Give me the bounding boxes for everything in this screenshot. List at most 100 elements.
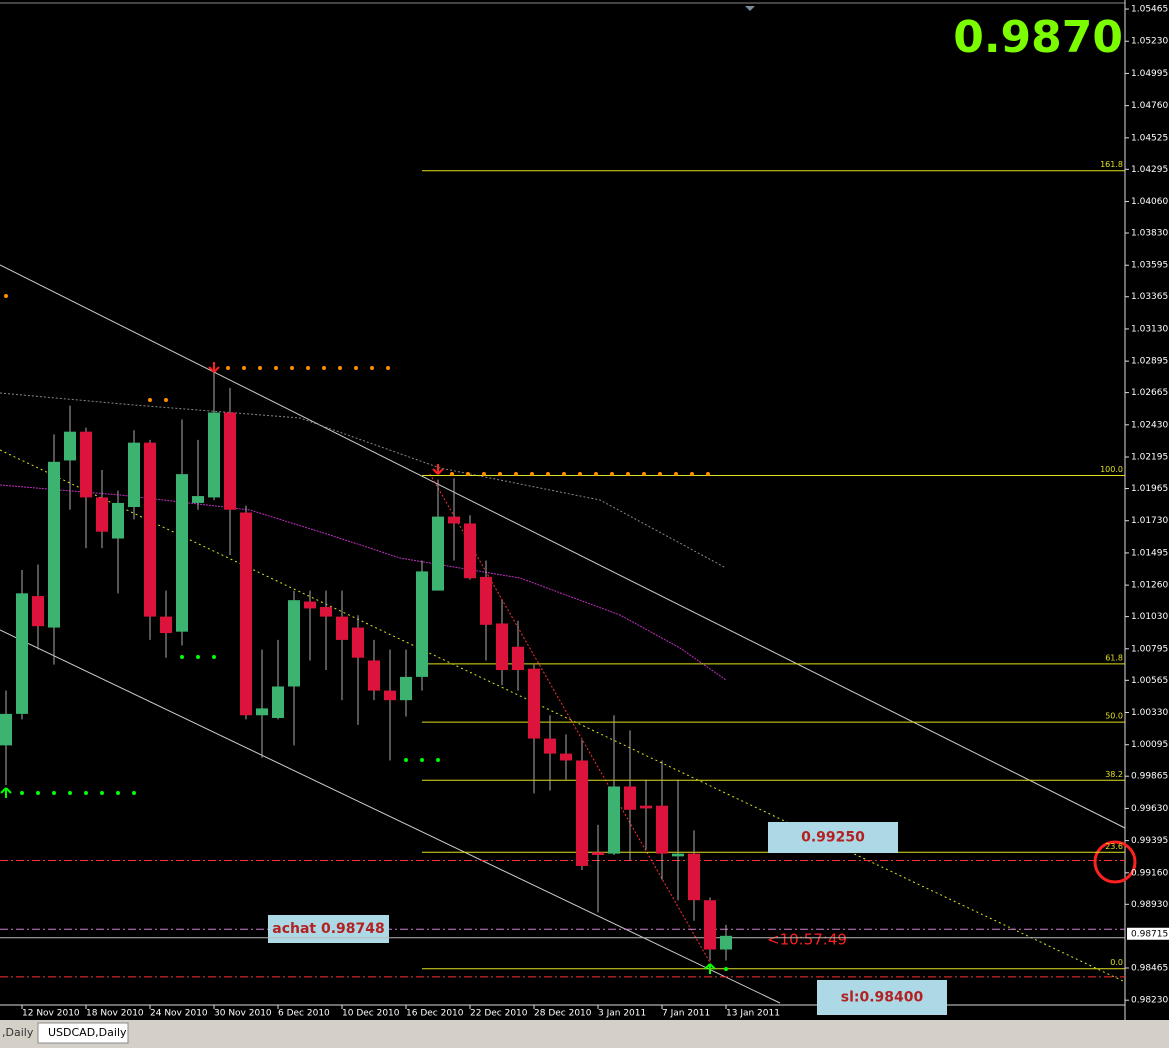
candle-body xyxy=(64,431,76,461)
y-tick-label: 0.99395 xyxy=(1131,836,1168,846)
tab-label[interactable]: USDCAD,Daily xyxy=(48,1026,127,1039)
candle-body xyxy=(640,805,652,809)
indicator-dot xyxy=(578,472,582,476)
candle-body xyxy=(496,623,508,671)
indicator-dot xyxy=(68,791,72,795)
y-tick-label: 0.98230 xyxy=(1131,996,1168,1006)
candle-body xyxy=(576,760,588,866)
x-tick-label: 24 Nov 2010 xyxy=(150,1009,208,1019)
candle-body xyxy=(704,900,716,950)
x-tick-label: 16 Dec 2010 xyxy=(406,1009,464,1019)
x-tick-label: 7 Jan 2011 xyxy=(662,1009,710,1019)
indicator-dot xyxy=(164,398,168,402)
fib-label: 23.6 xyxy=(1105,842,1123,851)
indicator-dot xyxy=(674,472,678,476)
y-tick-label: 1.02665 xyxy=(1131,388,1168,398)
y-tick-label: 0.99630 xyxy=(1131,804,1168,814)
y-tick-label: 1.05465 xyxy=(1131,5,1168,15)
candle-body xyxy=(368,660,380,691)
indicator-dot xyxy=(196,655,200,659)
candle-body xyxy=(432,516,444,591)
indicator-dot xyxy=(610,472,614,476)
price-box-label: achat 0.98748 xyxy=(272,921,385,937)
fib-label: 161.8 xyxy=(1100,160,1123,169)
x-tick-label: 28 Dec 2010 xyxy=(534,1009,592,1019)
indicator-dot xyxy=(306,366,310,370)
indicator-dot xyxy=(690,472,694,476)
indicator-dot xyxy=(562,472,566,476)
indicator-dot xyxy=(546,472,550,476)
highlight-circle xyxy=(1093,840,1137,884)
candle-body xyxy=(672,853,684,857)
current-price-box xyxy=(1127,927,1169,940)
indicator-dot xyxy=(36,791,40,795)
indicator-dot xyxy=(642,472,646,476)
candle-body xyxy=(720,935,732,950)
y-tick-label: 0.98465 xyxy=(1131,964,1168,974)
candle-body xyxy=(256,708,268,716)
candle-body xyxy=(240,512,252,716)
y-tick-label: 1.04525 xyxy=(1131,133,1168,143)
candle-body xyxy=(352,627,364,658)
indicator-dot xyxy=(212,655,216,659)
tab-bar xyxy=(0,1020,1169,1048)
candle-body xyxy=(464,523,476,579)
signal-arrow xyxy=(208,362,220,373)
indicator-dot xyxy=(450,472,454,476)
y-tick-label: 1.01965 xyxy=(1131,484,1168,494)
y-tick-label: 1.04060 xyxy=(1131,197,1168,207)
candle-body xyxy=(0,713,12,746)
y-tick-label: 1.04295 xyxy=(1131,165,1168,175)
indicator-dot xyxy=(242,366,246,370)
y-tick-label: 1.00330 xyxy=(1131,708,1168,718)
price-box xyxy=(817,980,947,1015)
candle-body xyxy=(592,852,604,855)
candle-body xyxy=(560,753,572,761)
indicator-dot xyxy=(84,791,88,795)
indicator-dot xyxy=(100,791,104,795)
indicator-dot xyxy=(386,366,390,370)
y-tick-label: 1.02195 xyxy=(1131,453,1168,463)
tab-label[interactable]: ,Daily xyxy=(2,1026,34,1039)
candle-body xyxy=(608,786,620,854)
indicator-dot xyxy=(148,398,152,402)
channel-line xyxy=(0,629,781,1004)
candle-body xyxy=(512,646,524,671)
candle-body xyxy=(160,616,172,634)
candle-body xyxy=(16,593,28,714)
x-tick-label: 12 Nov 2010 xyxy=(22,1009,80,1019)
y-tick-label: 1.05230 xyxy=(1131,37,1168,47)
indicators xyxy=(0,264,1137,1004)
candle-body xyxy=(384,690,396,701)
indicator-dot xyxy=(180,655,184,659)
candle-body xyxy=(192,496,204,503)
signal-arrow xyxy=(432,464,444,475)
y-tick-label: 1.00795 xyxy=(1131,644,1168,654)
indicator-dot xyxy=(594,472,598,476)
indicator-dot xyxy=(338,366,342,370)
indicator-dot xyxy=(658,472,662,476)
y-tick-label: 1.02430 xyxy=(1131,420,1168,430)
indicator-dot xyxy=(498,472,502,476)
fib-label: 61.8 xyxy=(1105,653,1123,662)
price-display: 0.9870 xyxy=(953,12,1123,63)
indicator-dot xyxy=(404,758,408,762)
tab[interactable] xyxy=(37,1022,129,1044)
candle-body xyxy=(96,497,108,532)
indicator-dot xyxy=(20,791,24,795)
y-tick-label: 1.04995 xyxy=(1131,69,1168,79)
candle-body xyxy=(400,676,412,701)
indicator-dot xyxy=(132,791,136,795)
y-tick-label: 0.99160 xyxy=(1131,868,1168,878)
candle-body xyxy=(336,616,348,640)
moving-average xyxy=(0,392,727,569)
candle-body xyxy=(208,412,220,498)
y-tick-label: 1.00095 xyxy=(1131,740,1168,750)
x-tick-label: 6 Dec 2010 xyxy=(278,1009,330,1019)
indicator-dot xyxy=(290,366,294,370)
scroll-marker xyxy=(745,6,755,11)
indicator-dot xyxy=(436,758,440,762)
indicator-dot xyxy=(724,967,728,971)
